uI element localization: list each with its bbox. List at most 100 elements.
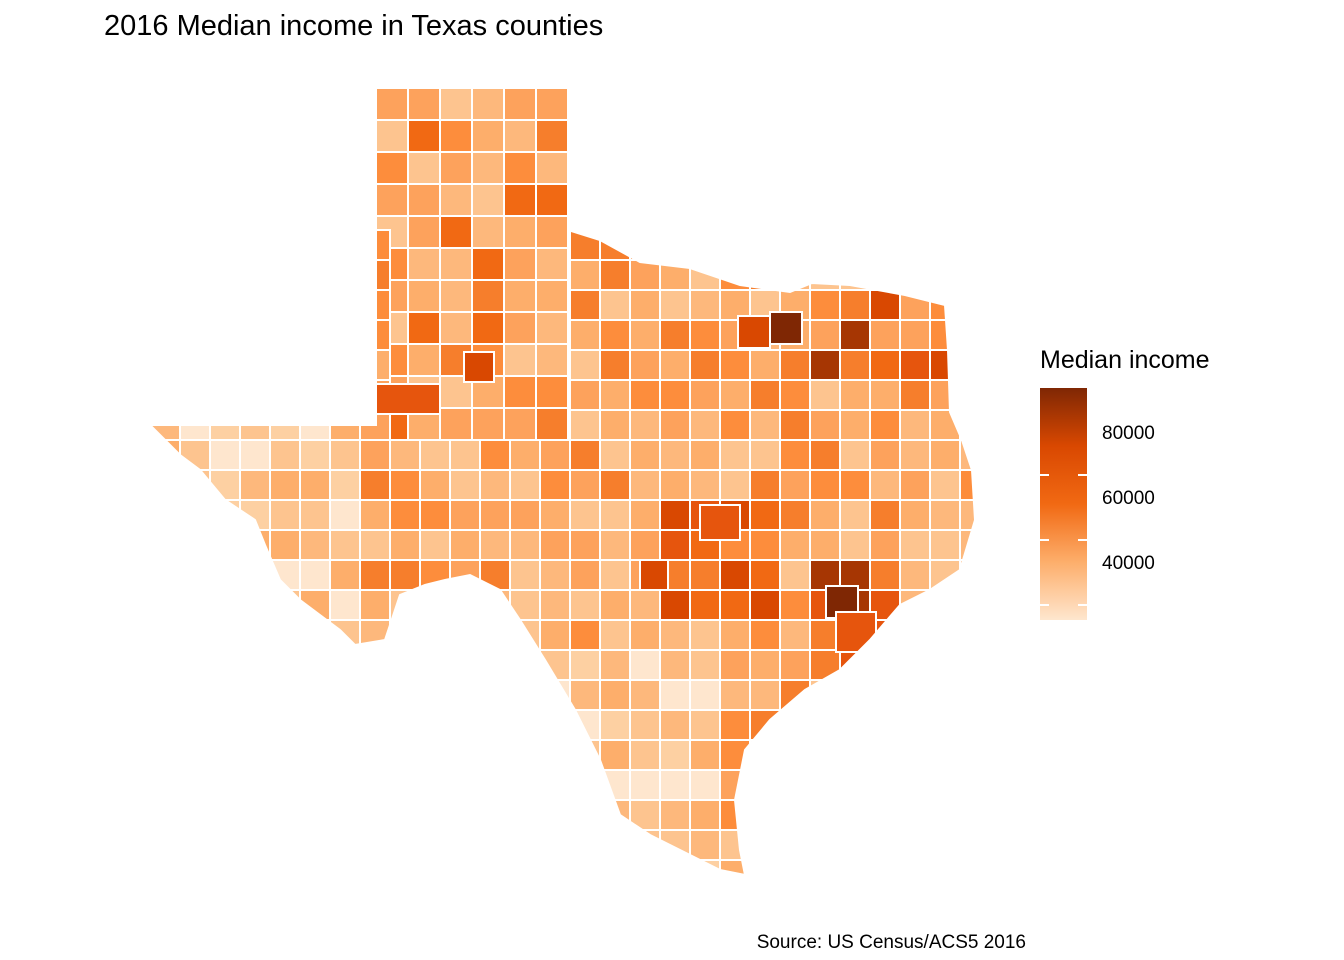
county [329, 439, 361, 471]
county [749, 529, 781, 561]
county [269, 469, 301, 501]
legend-label-60000: 60000 [1102, 488, 1155, 509]
county [779, 529, 811, 561]
county [779, 379, 811, 411]
county [899, 349, 931, 381]
county [599, 439, 631, 471]
county [479, 769, 511, 801]
county [869, 499, 901, 531]
county [629, 319, 661, 351]
county [509, 559, 541, 591]
county [809, 739, 841, 771]
county [959, 829, 975, 861]
county [959, 709, 975, 741]
county [719, 739, 751, 771]
county [899, 259, 931, 291]
county [869, 289, 901, 321]
county [389, 739, 421, 771]
county [839, 379, 871, 411]
county [749, 409, 781, 441]
county [929, 259, 961, 291]
county [179, 679, 211, 711]
county [839, 499, 871, 531]
county [569, 679, 601, 711]
county [659, 469, 691, 501]
county [239, 859, 271, 875]
county [929, 469, 961, 501]
county [629, 529, 661, 561]
county [749, 259, 781, 291]
county [329, 709, 361, 741]
county [569, 289, 601, 321]
county [899, 559, 931, 591]
county [407, 215, 441, 249]
county [629, 649, 661, 681]
county [869, 679, 901, 711]
county [929, 229, 961, 261]
county [599, 499, 631, 531]
county [929, 319, 961, 351]
county [899, 619, 931, 651]
county [809, 259, 841, 291]
county [329, 829, 361, 861]
county [299, 439, 331, 471]
county [535, 151, 569, 185]
county [479, 679, 511, 711]
county [299, 559, 331, 591]
county [503, 247, 537, 281]
county [599, 229, 631, 261]
county [479, 469, 511, 501]
county [959, 559, 975, 591]
county [689, 589, 721, 621]
county [439, 119, 473, 153]
county [749, 229, 781, 261]
county [809, 769, 841, 801]
county [179, 529, 211, 561]
county [449, 589, 481, 621]
county [329, 469, 361, 501]
county [869, 709, 901, 741]
county [809, 469, 841, 501]
county [150, 439, 181, 471]
county [150, 829, 181, 861]
county [299, 769, 331, 801]
county [179, 589, 211, 621]
county [407, 343, 441, 377]
county [329, 559, 361, 591]
county [389, 439, 421, 471]
county [899, 679, 931, 711]
county [599, 709, 631, 741]
county [150, 799, 181, 831]
county [659, 289, 691, 321]
source-caption: Source: US Census/ACS5 2016 [756, 932, 1026, 953]
county [629, 379, 661, 411]
county [269, 349, 301, 381]
county [689, 799, 721, 831]
county [839, 349, 871, 381]
county [539, 619, 571, 651]
county [269, 649, 301, 681]
county [899, 709, 931, 741]
county [269, 229, 301, 261]
county [599, 859, 631, 875]
county [599, 619, 631, 651]
county [299, 799, 331, 831]
county [239, 589, 271, 621]
county [749, 589, 781, 621]
county [471, 151, 505, 185]
county [959, 319, 975, 351]
county [419, 649, 451, 681]
county [239, 829, 271, 861]
county [150, 769, 181, 801]
county [839, 799, 871, 831]
county [749, 469, 781, 501]
county [629, 769, 661, 801]
county [269, 379, 301, 411]
county [659, 229, 691, 261]
county [329, 379, 361, 411]
county [329, 859, 361, 875]
county [209, 739, 241, 771]
county [329, 799, 361, 831]
county [150, 649, 181, 681]
county [479, 499, 511, 531]
